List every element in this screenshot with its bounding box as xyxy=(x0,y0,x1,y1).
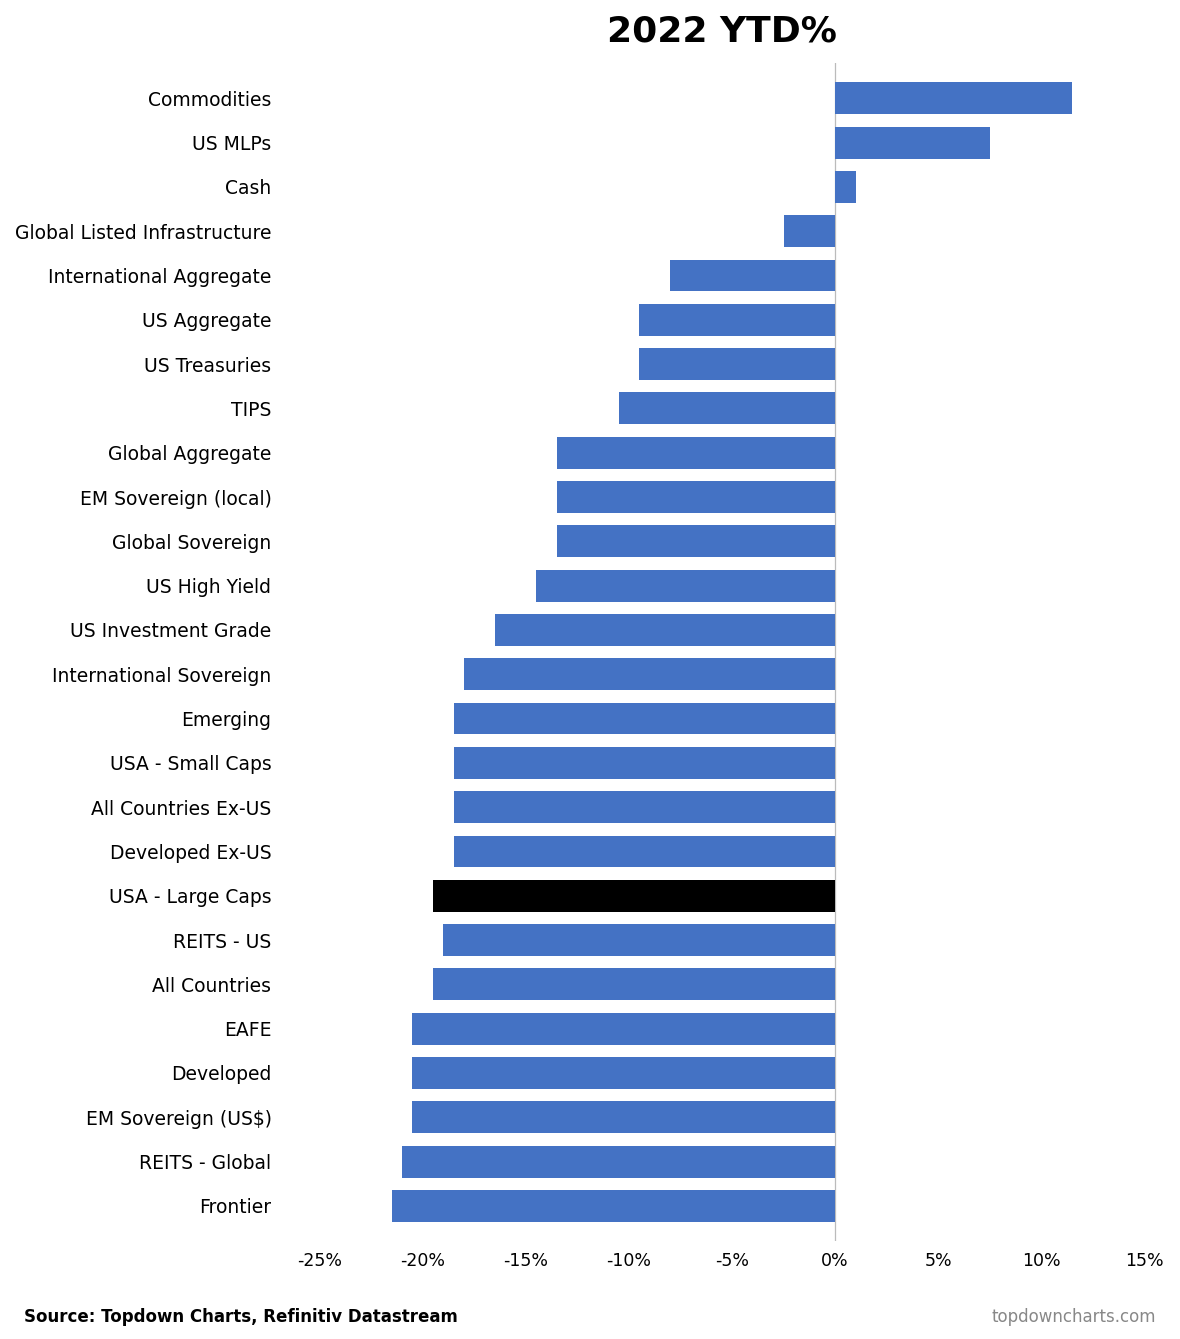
Bar xyxy=(433,968,835,1000)
Bar xyxy=(835,171,856,202)
Bar xyxy=(453,791,835,823)
Bar xyxy=(402,1146,835,1177)
Bar xyxy=(453,836,835,868)
Bar xyxy=(494,615,835,645)
Bar xyxy=(640,348,835,380)
Bar xyxy=(784,216,835,248)
Bar xyxy=(453,747,835,779)
Bar xyxy=(557,481,835,513)
Text: Source: Topdown Charts, Refinitiv Datastream: Source: Topdown Charts, Refinitiv Datast… xyxy=(24,1308,458,1326)
Bar xyxy=(557,437,835,469)
Bar xyxy=(444,924,835,956)
Bar xyxy=(835,127,990,158)
Title: 2022 YTD%: 2022 YTD% xyxy=(607,15,837,50)
Bar xyxy=(392,1190,835,1221)
Bar xyxy=(433,880,835,912)
Bar xyxy=(413,1056,835,1089)
Bar xyxy=(413,1101,835,1133)
Bar xyxy=(464,659,835,690)
Bar xyxy=(536,569,835,601)
Bar xyxy=(618,392,835,424)
Bar xyxy=(413,1012,835,1044)
Bar xyxy=(453,703,835,735)
Bar xyxy=(557,525,835,557)
Text: topdowncharts.com: topdowncharts.com xyxy=(992,1308,1156,1326)
Bar xyxy=(670,260,835,292)
Bar xyxy=(835,82,1073,114)
Bar xyxy=(640,304,835,336)
